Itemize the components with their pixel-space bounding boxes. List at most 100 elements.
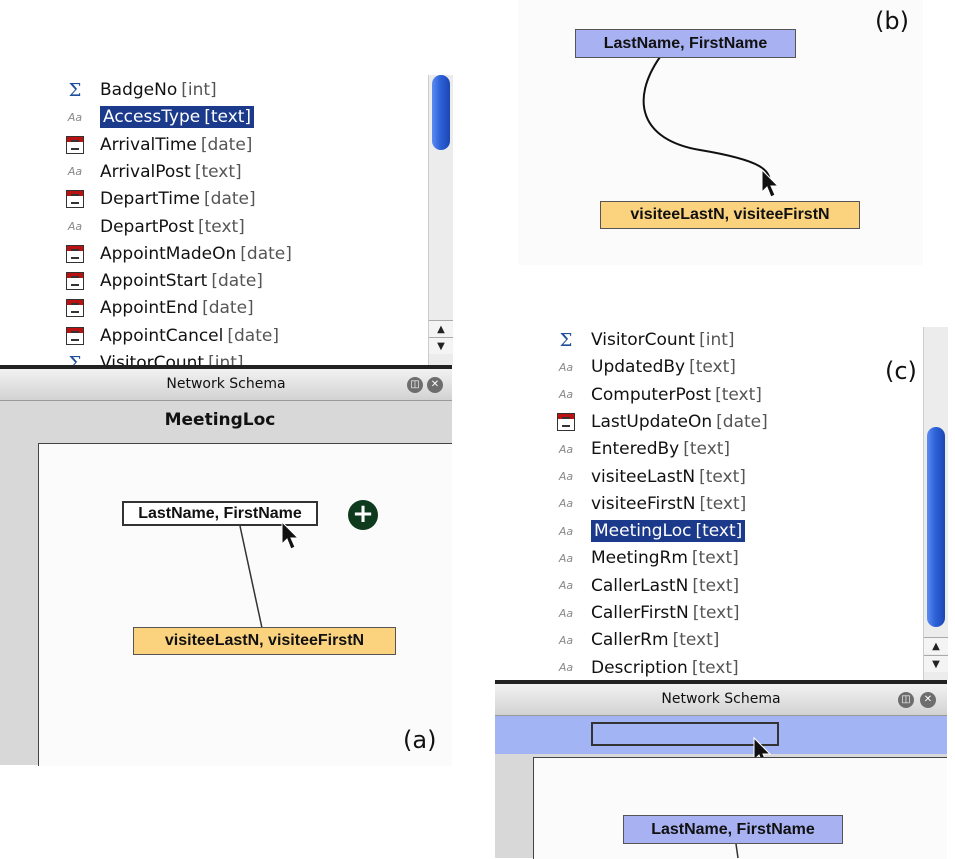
- field-type: [text]: [692, 603, 740, 623]
- field-label: VisitorCount [int]: [100, 353, 244, 365]
- text-icon: Aa: [67, 110, 83, 124]
- field-name: AccessType: [103, 107, 201, 128]
- panel-a-canvas[interactable]: [38, 443, 452, 766]
- scroll-up-icon[interactable]: ▲: [429, 320, 453, 337]
- panel-c-field-item[interactable]: Aa Description [text]: [555, 655, 739, 680]
- panel-a-field-item[interactable]: Aa ArrivalPost [text]: [64, 159, 242, 185]
- field-label: LastUpdateOn [date]: [591, 412, 768, 432]
- node-target[interactable]: visiteeLastN, visiteeFirstN: [133, 627, 396, 655]
- panel-c-field-item[interactable]: Aa visiteeFirstN [text]: [555, 491, 746, 517]
- close-icon[interactable]: ✕: [427, 377, 443, 393]
- panel-a-scrollbar[interactable]: ▲ ▼: [428, 75, 453, 365]
- field-name: CallerFirstN: [591, 603, 689, 623]
- panel-c-field-item[interactable]: Aa ComputerPost [text]: [555, 382, 762, 408]
- cursor-icon: [281, 520, 300, 550]
- field-label: DepartPost [text]: [100, 217, 245, 237]
- panel-a-field-item[interactable]: DepartTime [date]: [64, 186, 256, 212]
- detach-icon[interactable]: ◫: [407, 377, 423, 393]
- field-type: [text]: [715, 384, 762, 405]
- panel-c-field-item[interactable]: LastUpdateOn [date]: [555, 409, 768, 435]
- field-label: MeetingRm [text]: [591, 548, 739, 568]
- text-icon: Aa: [558, 388, 574, 402]
- field-type: [date]: [716, 411, 768, 432]
- panel-a-field-item[interactable]: Aa DepartPost [text]: [64, 214, 245, 240]
- calendar-icon: [66, 190, 84, 209]
- panel-c-field-item[interactable]: Σ VisitorCount [int]: [555, 327, 735, 353]
- curved-edge: [642, 56, 771, 189]
- field-label: CallerRm [text]: [591, 630, 719, 650]
- panel-b-node-source[interactable]: LastName, FirstName: [575, 29, 796, 58]
- panel-c-scroll-thumb[interactable]: [927, 427, 945, 627]
- panel-c-field-item[interactable]: Aa visiteeLastN [text]: [555, 464, 746, 490]
- calendar-icon: [66, 299, 84, 318]
- add-icon[interactable]: +: [348, 500, 378, 530]
- field-label: MeetingLoc [text]: [591, 520, 746, 543]
- text-icon: Aa: [558, 497, 574, 511]
- field-type: [text]: [691, 657, 739, 678]
- field-name: visiteeFirstN: [591, 493, 696, 514]
- field-type: [date]: [211, 271, 263, 292]
- scroll-down-icon[interactable]: ▼: [924, 655, 948, 672]
- scroll-down-icon[interactable]: ▼: [429, 337, 453, 354]
- panel-a-title: Network Schema: [166, 376, 286, 392]
- field-type: [date]: [240, 243, 292, 264]
- panel-c-divider[interactable]: [495, 680, 947, 684]
- field-label: ArrivalPost [text]: [100, 162, 242, 182]
- scroll-up-icon[interactable]: ▲: [924, 637, 948, 654]
- detach-icon[interactable]: ◫: [898, 692, 914, 708]
- panel-a-field-item[interactable]: Σ BadgeNo [int]: [64, 77, 217, 103]
- panel-c-field-item[interactable]: Aa MeetingLoc [text]: [555, 518, 746, 544]
- field-label: CallerLastN [text]: [591, 576, 739, 596]
- field-name: AppointCancel: [100, 325, 224, 346]
- field-type: [text]: [197, 216, 245, 237]
- text-icon: Aa: [558, 633, 574, 647]
- panel-c-field-list[interactable]: Σ VisitorCount [int] Aa UpdatedBy [text] Aa Com…: [495, 327, 923, 680]
- panel-c-node-source[interactable]: LastName, FirstName: [623, 815, 843, 844]
- panel-b-label: (b): [875, 7, 909, 35]
- panel-a-divider[interactable]: [0, 365, 452, 369]
- panel-a-field-item[interactable]: AppointMadeOn [date]: [64, 241, 292, 267]
- panel-c-field-item[interactable]: Aa MeetingRm [text]: [555, 545, 739, 571]
- panel-a-field-item[interactable]: AppointCancel [date]: [64, 323, 279, 349]
- field-name: VisitorCount: [100, 353, 205, 365]
- panel-c-field-item[interactable]: Aa CallerFirstN [text]: [555, 600, 740, 626]
- field-name: AppointStart: [100, 271, 208, 292]
- panel-c-field-item[interactable]: Aa EnteredBy [text]: [555, 436, 730, 462]
- panel-a-field-item[interactable]: Σ VisitorCount [int]: [64, 350, 244, 366]
- panel-c-field-item[interactable]: Aa UpdatedBy [text]: [555, 354, 736, 380]
- text-icon: Aa: [558, 551, 574, 565]
- schema-name: MeetingLoc: [164, 410, 276, 430]
- field-label: Description [text]: [591, 658, 739, 678]
- field-type: [text]: [695, 521, 743, 542]
- field-type: [text]: [689, 357, 736, 378]
- field-name: DepartTime: [100, 189, 201, 210]
- panel-c-label: (c): [885, 357, 917, 385]
- field-label: AppointMadeOn [date]: [100, 244, 292, 264]
- text-icon: Aa: [558, 470, 574, 483]
- close-icon[interactable]: ✕: [920, 692, 936, 708]
- panel-a-scroll-thumb[interactable]: [432, 75, 450, 150]
- cursor-icon: [761, 168, 780, 198]
- panel-b-node-target[interactable]: visiteeLastN, visiteeFirstN: [600, 201, 860, 229]
- panel-a-field-list[interactable]: Σ BadgeNo [int] Aa AccessType [text] ArrivalTi…: [0, 75, 428, 365]
- node-source-dragged[interactable]: LastName, FirstName: [122, 501, 318, 526]
- panel-a-field-item[interactable]: ArrivalTime [date]: [64, 132, 252, 158]
- text-icon: Aa: [558, 360, 574, 374]
- panel-a-label: (a): [403, 726, 437, 754]
- panel-c-scrollbar[interactable]: ▲ ▼: [923, 327, 948, 680]
- field-label: DepartTime [date]: [100, 189, 256, 209]
- field-type: [text]: [691, 548, 739, 569]
- panel-c-field-item[interactable]: Aa CallerRm [text]: [555, 627, 720, 653]
- field-type: [date]: [202, 298, 254, 319]
- panel-a-field-item[interactable]: AppointEnd [date]: [64, 295, 254, 321]
- field-name: MeetingRm: [591, 548, 688, 569]
- panel-a-field-item[interactable]: Aa AccessType [text]: [64, 104, 255, 130]
- field-type: [int]: [699, 330, 735, 350]
- field-name: Description: [591, 657, 688, 678]
- field-label: ArrivalTime [date]: [100, 135, 252, 155]
- schema-name-empty-box[interactable]: [591, 722, 779, 746]
- panel-a-field-item[interactable]: AppointStart [date]: [64, 268, 263, 294]
- field-label: ComputerPost [text]: [591, 385, 762, 405]
- panel-c-field-item[interactable]: Aa CallerLastN [text]: [555, 573, 739, 599]
- panel-c-title-bar: Network Schema: [495, 684, 947, 716]
